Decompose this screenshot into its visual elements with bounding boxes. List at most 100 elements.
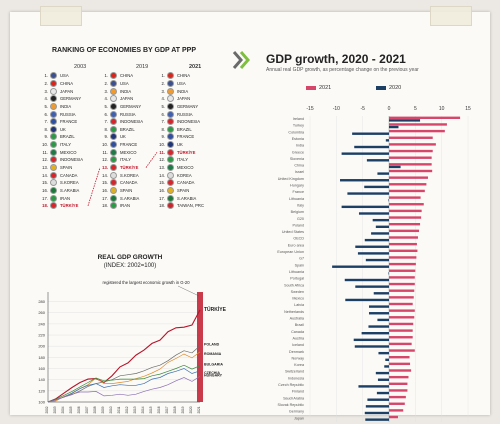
x-tick-label: 2014 [141, 406, 145, 413]
category-label: United Kingdom [278, 177, 304, 181]
bar-2020 [341, 152, 389, 155]
ranking-country: RUSSIA [120, 111, 136, 117]
bar-2020 [389, 125, 399, 129]
category-label: France [293, 190, 304, 194]
mexico-flag-icon [50, 148, 57, 156]
ranking-number: 12. [159, 157, 165, 163]
bar-2021 [389, 282, 415, 286]
usa-flag-icon [167, 79, 174, 87]
canada-flag-icon [110, 179, 117, 187]
italy-flag-icon [50, 141, 57, 149]
bar-2020 [353, 338, 389, 342]
bar-2020 [367, 398, 389, 401]
india-flag-icon [50, 102, 57, 110]
ranking-number: 1. [44, 73, 49, 79]
spain-flag-icon [167, 186, 174, 194]
ranking-number: 8. [161, 126, 166, 132]
category-label: G20 [297, 217, 304, 221]
bar-2020 [384, 365, 389, 368]
x-tick-label: 2008 [93, 406, 97, 413]
category-label: Portugal [290, 277, 304, 281]
category-label: OECD [293, 237, 304, 241]
x-tick-label: 2006 [77, 406, 81, 413]
ranking-row: 1. CHINA [155, 72, 204, 80]
ranking-country: GERMANY [177, 103, 199, 109]
ranking-number: 6. [44, 111, 49, 117]
ranking-row: 6. RUSSIA [98, 110, 143, 118]
series-end-label: ROMANIA [204, 352, 222, 356]
bar-2020 [368, 325, 389, 328]
ranking-row: 1. USA [38, 72, 83, 80]
uk-flag-icon [167, 141, 174, 149]
bar-2020 [378, 351, 389, 355]
bar-2020 [388, 199, 389, 202]
real-gdp-line-chart: 100 120 140 160 180 200 220 240 260 280 2002 2003 20… [38, 280, 226, 414]
category-label: Norway [292, 356, 305, 360]
bar-2020 [365, 258, 389, 262]
ranking-country: IRAN [60, 195, 71, 201]
indonesia-flag-icon [50, 156, 57, 164]
ranking-number: 14. [159, 172, 165, 178]
brazil-flag-icon [110, 125, 117, 133]
series-line-bulgaria [47, 364, 201, 403]
brazil-flag-icon [50, 133, 57, 141]
ranking-country: CANADA [120, 180, 138, 186]
ranking-number: 4. [104, 96, 109, 102]
tape-right [430, 6, 472, 26]
bar-2020 [352, 132, 389, 135]
bar-2020 [377, 378, 389, 381]
ranking-number: 3. [161, 88, 166, 94]
x-tick-label: 2019 [181, 406, 185, 413]
tape-left [40, 6, 82, 26]
ranking-number: 16. [102, 187, 108, 193]
category-label: Denmark [289, 350, 304, 354]
bar-2020 [371, 232, 389, 235]
ranking-number: 11. [102, 149, 108, 155]
category-label: Sweden [291, 290, 304, 294]
category-label: Hungary [290, 184, 304, 188]
india-flag-icon [167, 87, 174, 95]
x-tick-label: 2004 [61, 406, 65, 413]
ranking-row: 7. FRANCE [38, 118, 83, 126]
bar-2020 [376, 391, 389, 395]
category-label: Colombia [288, 130, 305, 134]
x-tick-label: 2021 [197, 406, 201, 413]
japan-flag-icon [110, 95, 117, 103]
ranking-country: JAPAN [120, 96, 134, 102]
real-gdp-subtitle: (INDEX: 2002=100) [103, 263, 157, 269]
ranking-country: INDIA [60, 103, 72, 109]
ranking-row: 1. CHINA [98, 72, 143, 80]
ranking-row: 10. ITALY [38, 141, 83, 149]
ranking-country: SPAIN [120, 187, 133, 193]
ranking-row: 10. UK [155, 141, 204, 149]
bar-2021 [389, 189, 425, 193]
ranking-row: 5. GERMANY [98, 102, 143, 111]
bar-2021 [389, 196, 421, 199]
ranking-country: KOREA [177, 172, 192, 178]
category-label: Canada [291, 330, 305, 334]
ranking-country: S.ARABIA [60, 187, 80, 193]
ranking-number: 7. [161, 119, 166, 125]
ranking-row: 17. IRAN [38, 194, 83, 202]
highlight-band-2021 [197, 292, 203, 402]
category-label: Japan [294, 416, 304, 420]
x-tick-label: 2011 [117, 406, 121, 413]
ranking-number: 18. [102, 203, 108, 209]
ranking-row: 12. INDONESIA [38, 156, 83, 164]
ranking-country: TÜRKİYE [177, 149, 196, 155]
ranking-country: CHINA [177, 73, 191, 79]
bar-2021 [389, 342, 412, 346]
ranking-country: S.ARABIA [120, 195, 140, 201]
bar-2021 [389, 176, 428, 179]
ranking-country: RUSSIA [60, 111, 76, 117]
bar-2021 [389, 242, 417, 246]
ranking-number: 1. [104, 73, 109, 79]
bar-2021 [389, 269, 416, 272]
series-line-romania [47, 351, 201, 403]
russia-flag-icon [110, 110, 117, 118]
category-label: Austria [293, 336, 305, 340]
bar-2020 [347, 192, 389, 195]
ranking-number: 5. [161, 103, 166, 109]
ranking-country: CHINA [60, 80, 74, 86]
gdp-growth-bar-chart: -15 -10 -5 0 5 10 15 Ireland Turkey Colombia Eston… [277, 106, 471, 422]
